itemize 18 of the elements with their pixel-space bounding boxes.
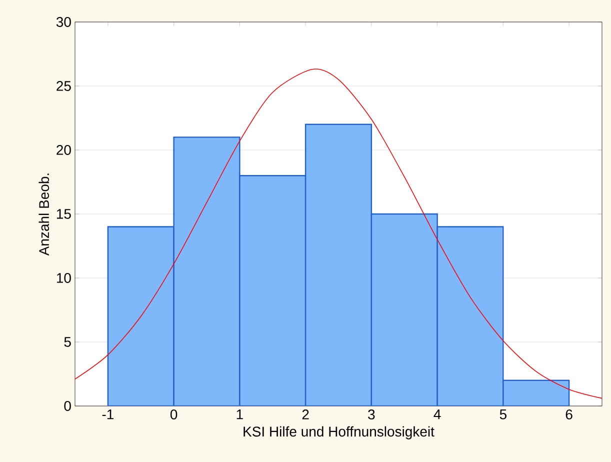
y-tick-label: 15 <box>56 209 71 219</box>
y-tick-label: 5 <box>64 337 71 347</box>
x-tick-label: 2 <box>302 410 309 420</box>
x-tick-label: 0 <box>170 410 178 420</box>
y-tick-label: 20 <box>56 145 71 155</box>
x-tick-label: 6 <box>566 410 572 420</box>
y-tick-label: 10 <box>56 273 71 283</box>
x-tick-label: 5 <box>500 410 506 420</box>
x-axis-title: KSI Hilfe und Hoffnunslosigkeit <box>244 426 434 440</box>
line-series <box>75 68 602 399</box>
x-tick-label: 3 <box>368 410 375 420</box>
x-tick-label: 4 <box>434 410 441 420</box>
x-tick-label: -1 <box>102 410 114 420</box>
y-tick-label: 0 <box>64 401 71 411</box>
y-tick-label: 25 <box>56 81 71 91</box>
y-axis-title: Anzahl Beob. <box>38 174 50 256</box>
y-tick-label: 30 <box>56 17 71 27</box>
x-tick-label: 1 <box>236 410 243 420</box>
